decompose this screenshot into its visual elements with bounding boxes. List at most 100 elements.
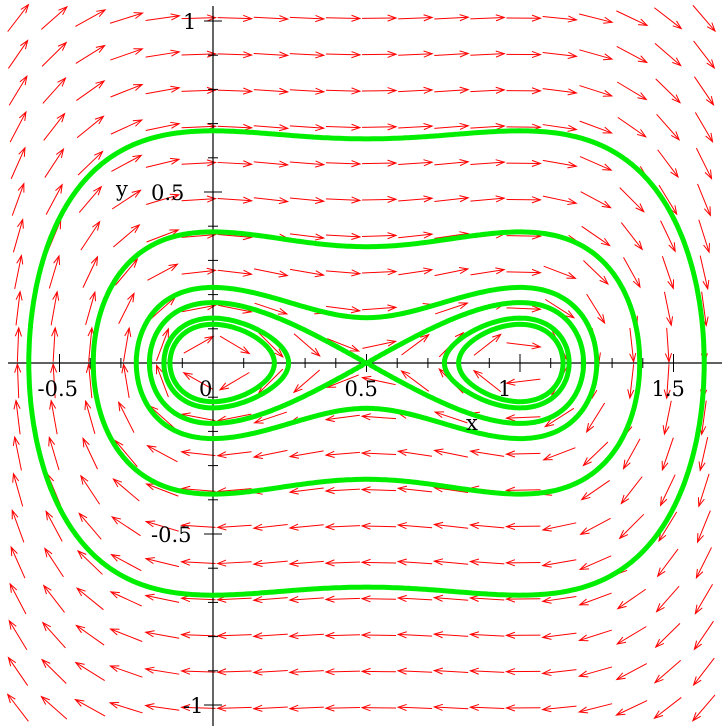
field-arrow	[253, 411, 288, 424]
field-arrow	[692, 657, 715, 687]
field-arrow	[326, 305, 362, 314]
trajectory	[167, 321, 566, 405]
field-arrow	[656, 548, 679, 578]
field-arrow	[216, 451, 252, 459]
field-arrow	[396, 594, 433, 602]
field-arrow	[654, 622, 681, 649]
field-arrow	[617, 116, 647, 138]
field-arrow	[290, 268, 326, 278]
field-arrow	[253, 87, 290, 95]
field-arrow	[585, 402, 606, 434]
field-arrow	[360, 413, 397, 421]
field-arrow	[541, 632, 577, 640]
field-arrow	[183, 335, 215, 354]
field-arrow	[253, 160, 290, 168]
y-tick-label: -0.5	[151, 523, 192, 547]
field-arrow	[579, 49, 614, 61]
field-arrow	[42, 76, 67, 104]
field-arrow	[473, 333, 502, 356]
field-arrow	[217, 160, 254, 168]
field-arrow	[434, 50, 470, 58]
field-arrow	[123, 326, 132, 362]
field-arrow	[505, 378, 541, 386]
field-arrow	[506, 342, 542, 350]
field-arrow	[216, 704, 252, 712]
field-arrow	[252, 632, 288, 640]
field-arrow	[156, 327, 169, 361]
trajectory	[146, 300, 587, 426]
field-arrow	[398, 50, 434, 58]
field-arrow	[398, 195, 434, 203]
field-arrow	[653, 660, 682, 684]
field-arrow	[253, 268, 289, 278]
field-arrow	[324, 595, 360, 603]
field-arrow	[7, 656, 29, 686]
field-arrow	[110, 119, 144, 135]
field-arrow	[216, 523, 252, 531]
field-arrow	[694, 584, 713, 615]
trajectory	[90, 229, 643, 497]
field-arrow	[288, 668, 324, 676]
field-arrow	[583, 260, 609, 286]
field-arrow	[629, 327, 637, 364]
field-arrow	[324, 668, 360, 676]
trajectory	[26, 128, 707, 598]
field-arrow	[434, 267, 470, 277]
field-arrow	[76, 115, 105, 139]
field-arrow	[10, 545, 26, 579]
field-arrow	[144, 630, 180, 639]
field-arrow	[615, 700, 648, 716]
field-arrow	[41, 41, 68, 67]
field-arrow	[469, 448, 505, 457]
field-arrow	[542, 447, 576, 461]
field-arrow	[324, 523, 360, 531]
field-arrow	[109, 628, 143, 642]
field-arrow	[289, 124, 326, 132]
field-arrow	[396, 485, 433, 493]
field-arrow	[659, 474, 676, 507]
field-arrow	[360, 558, 397, 567]
field-arrow	[144, 703, 180, 711]
field-arrow	[542, 124, 578, 132]
field-arrow	[693, 40, 716, 70]
field-arrow	[433, 448, 469, 458]
field-arrow	[543, 265, 577, 279]
field-arrow	[155, 363, 169, 398]
field-arrow	[697, 183, 711, 217]
field-arrow	[252, 523, 288, 531]
field-arrow	[691, 694, 716, 722]
field-arrow	[506, 159, 542, 167]
field-arrow	[217, 269, 253, 277]
field-arrow	[579, 13, 614, 24]
field-arrow	[252, 704, 288, 712]
field-arrow	[544, 298, 576, 319]
x-tick-label: 0	[199, 377, 212, 401]
field-arrow	[8, 619, 28, 651]
field-arrow	[580, 480, 610, 501]
field-arrow	[12, 218, 24, 253]
field-arrow	[506, 268, 542, 277]
field-arrow	[616, 10, 649, 27]
field-arrow	[434, 159, 470, 167]
field-arrow	[75, 624, 105, 646]
field-arrow	[432, 631, 469, 639]
field-arrow	[398, 14, 434, 22]
field-arrow	[288, 559, 324, 567]
field-arrow	[470, 122, 506, 131]
field-arrow	[110, 553, 142, 572]
field-arrow	[111, 189, 142, 210]
field-arrow	[252, 668, 288, 676]
field-arrow	[434, 14, 470, 22]
field-arrow	[288, 487, 324, 495]
field-arrow	[622, 438, 641, 470]
field-arrow	[692, 4, 716, 33]
field-arrow	[289, 196, 326, 205]
field-arrow	[50, 290, 60, 326]
field-arrow	[656, 113, 681, 141]
tick-labels: -0.5 0 0.5 1 1.5 -1 -0.5 0.5 1	[38, 10, 685, 718]
field-arrow	[362, 268, 398, 276]
field-arrow	[324, 486, 360, 495]
field-arrow	[289, 233, 326, 241]
field-arrow	[541, 595, 577, 604]
x-tick-label: 1.5	[652, 377, 685, 401]
